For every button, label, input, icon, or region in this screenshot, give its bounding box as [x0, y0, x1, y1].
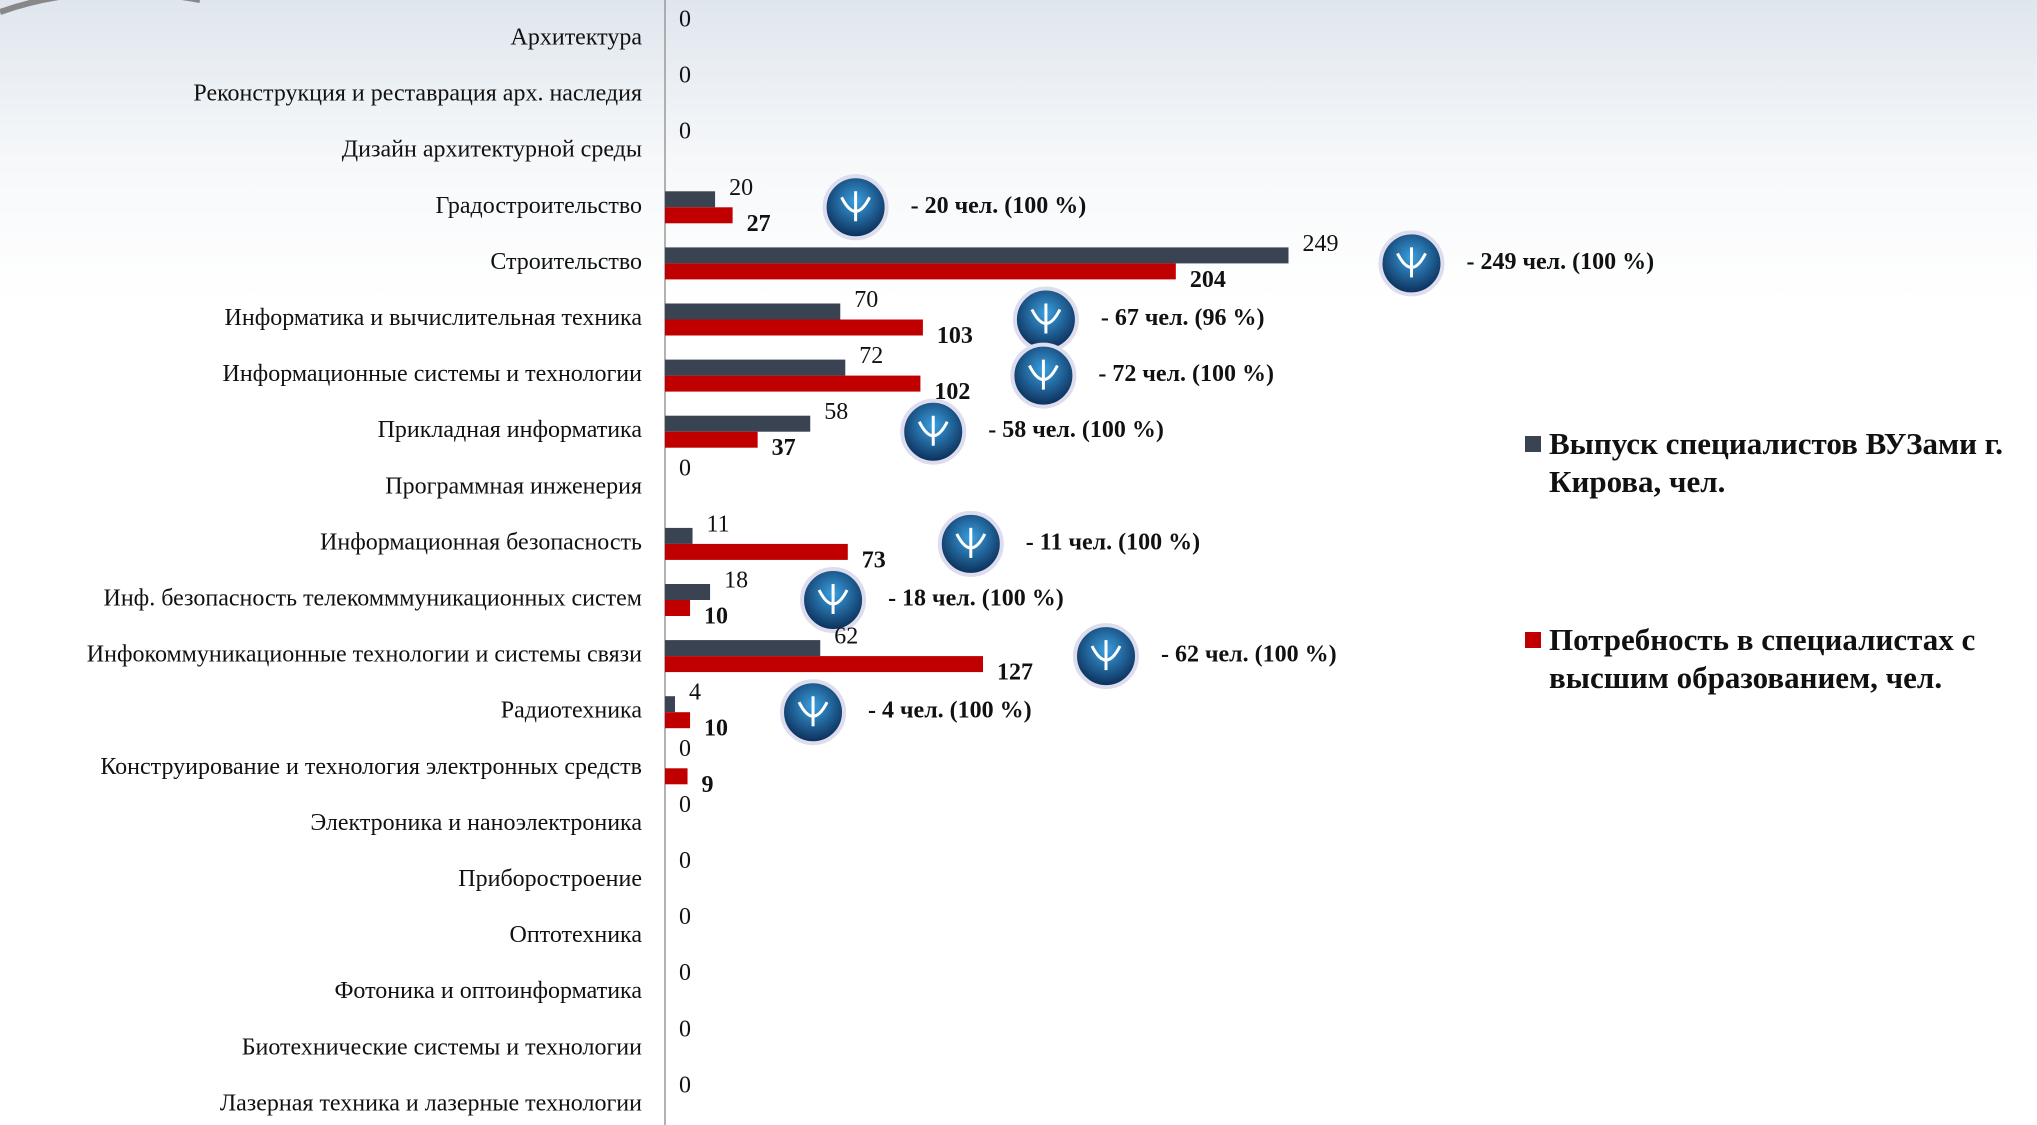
- annotation: - 62 чел. (100 %): [1161, 642, 1337, 668]
- value-label: 0: [679, 63, 691, 89]
- value-label: 62: [834, 624, 858, 650]
- annotation: - 11 чел. (100 %): [1026, 529, 1200, 555]
- logo-emblem: [917, 415, 949, 446]
- legend-label: Выпуск специалистов ВУЗами г. Кирова, че…: [1549, 426, 2004, 499]
- logo-emblem: [1396, 247, 1427, 278]
- value-label: 0: [679, 848, 691, 874]
- category-label: Реконструкция и реставрация арх. наследи…: [193, 81, 642, 107]
- bar: [665, 263, 1176, 280]
- category-label: Дизайн архитектурной среды: [342, 137, 642, 163]
- annotation: - 4 чел. (100 %): [868, 698, 1032, 724]
- category-label: Лазерная техника и лазерные технологии: [220, 1090, 642, 1116]
- bar: [665, 527, 693, 544]
- value-label: 20: [729, 175, 753, 201]
- logo-arc: [0, 0, 200, 15]
- legend-swatch: [1525, 436, 1541, 452]
- value-label: 249: [1302, 231, 1338, 257]
- logo-emblem: [1030, 303, 1062, 334]
- bar: [665, 375, 921, 392]
- value-label: 10: [704, 716, 728, 742]
- value-label: 11: [707, 511, 730, 537]
- value-label: 10: [704, 604, 728, 630]
- bar: [665, 768, 688, 785]
- category-label: Инфокоммуникационные технологии и систем…: [87, 642, 642, 668]
- bar: [665, 415, 811, 432]
- value-label: 58: [824, 399, 848, 425]
- value-label: 4: [689, 680, 701, 706]
- category-label: Радиотехника: [501, 698, 643, 724]
- value-label: 0: [679, 736, 691, 762]
- logo-emblem: [817, 584, 849, 614]
- category-label: Фотоника и оптоинформатика: [334, 978, 642, 1004]
- category-label: Информационные системы и технологии: [223, 361, 643, 387]
- category-label: Прикладная информатика: [378, 417, 643, 443]
- bar: [665, 543, 848, 560]
- category-label: Информационная безопасность: [320, 529, 642, 555]
- bar: [665, 640, 821, 657]
- bar: [665, 303, 841, 320]
- logo-emblem: [797, 696, 829, 727]
- legend-label: Потребность в специалистах с высшим обра…: [1549, 622, 1976, 695]
- annotation: - 249 чел. (100 %): [1466, 249, 1654, 275]
- bar: [665, 207, 733, 224]
- category-label: Оптотехника: [510, 922, 643, 948]
- category-label: Конструирование и технология электронных…: [100, 754, 642, 780]
- legend-item: Выпуск специалистов ВУЗами г. Кирова, че…: [1525, 425, 2025, 501]
- bar: [665, 191, 716, 208]
- category-label: Строительство: [490, 249, 642, 275]
- value-label: 27: [747, 211, 771, 237]
- value-label: 73: [862, 547, 886, 573]
- value-label: 0: [679, 904, 691, 930]
- category-label: Градостроительство: [436, 193, 642, 219]
- category-label: Биотехнические системы и технологии: [242, 1034, 642, 1060]
- bar: [665, 359, 846, 376]
- bar: [665, 584, 711, 600]
- value-label: 0: [679, 455, 691, 481]
- annotation: - 20 чел. (100 %): [911, 193, 1087, 219]
- value-label: 0: [679, 792, 691, 818]
- value-label: 9: [702, 772, 714, 798]
- value-label: 0: [679, 119, 691, 145]
- legend: Выпуск специалистов ВУЗами г. Кирова, че…: [1525, 425, 2025, 817]
- bar: [665, 431, 758, 448]
- value-label: 18: [724, 568, 748, 594]
- annotation: - 58 чел. (100 %): [988, 417, 1164, 443]
- category-label: Инф. безопасность телекомммуникационных …: [103, 586, 642, 612]
- bar: [665, 247, 1289, 264]
- category-label: Информатика и вычислительная техника: [225, 305, 643, 331]
- bar: [665, 319, 923, 336]
- legend-item: Потребность в специалистах с высшим обра…: [1525, 621, 2025, 697]
- legend-swatch: [1525, 632, 1541, 648]
- value-label: 0: [679, 7, 691, 33]
- category-label: Приборостроение: [458, 866, 642, 892]
- value-label: 70: [854, 287, 878, 313]
- annotation: - 67 чел. (96 %): [1101, 305, 1265, 331]
- logo-emblem: [840, 191, 871, 222]
- value-label: 0: [679, 960, 691, 986]
- value-label: 204: [1190, 267, 1226, 293]
- annotation: - 72 чел. (100 %): [1098, 361, 1274, 387]
- logo-emblem: [1028, 359, 1059, 390]
- category-label: Программная инженерия: [385, 473, 642, 499]
- bar: [665, 656, 984, 673]
- category-label: Электроника и наноэлектроника: [310, 810, 642, 836]
- annotation: - 18 чел. (100 %): [888, 586, 1064, 612]
- value-label: 37: [772, 435, 796, 461]
- logo-emblem: [955, 527, 987, 558]
- value-label: 103: [937, 323, 973, 349]
- value-label: 0: [679, 1072, 691, 1098]
- bar: [665, 600, 691, 616]
- value-label: 127: [997, 660, 1033, 686]
- value-label: 0: [679, 1016, 691, 1042]
- logo-emblem: [1090, 640, 1122, 671]
- value-label: 72: [859, 343, 883, 369]
- bar: [665, 696, 676, 713]
- category-label: Архитектура: [511, 25, 643, 51]
- bar: [665, 712, 691, 729]
